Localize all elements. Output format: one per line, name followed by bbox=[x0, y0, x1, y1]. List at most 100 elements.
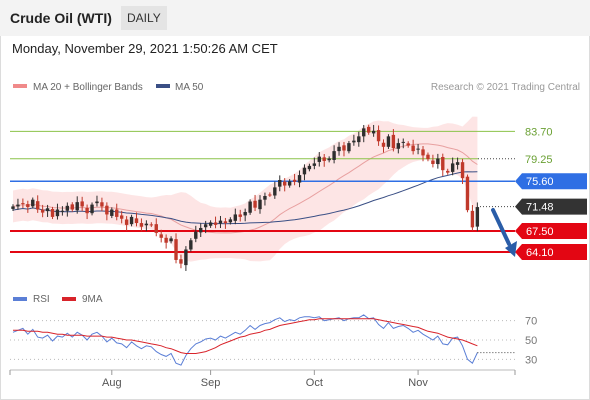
candle-body bbox=[11, 206, 15, 209]
rsi-panel: 70 50 30 bbox=[10, 314, 537, 366]
candle-body bbox=[332, 151, 336, 160]
resistance-label-83.70: 83.70 bbox=[525, 126, 553, 138]
candle-body bbox=[371, 130, 376, 134]
candle-body bbox=[450, 163, 455, 172]
candle-body bbox=[401, 141, 405, 143]
candle bbox=[144, 220, 149, 232]
candle bbox=[124, 216, 129, 231]
candle bbox=[50, 206, 55, 220]
candle-body bbox=[396, 143, 401, 149]
candle-body bbox=[376, 130, 381, 142]
candle-body bbox=[40, 209, 45, 213]
candle bbox=[450, 157, 455, 176]
candle-body bbox=[95, 201, 99, 204]
level-tags: 83.70 79.25 75.60 71.48 67.50 64.10 bbox=[515, 126, 587, 260]
candle bbox=[154, 218, 158, 237]
candle-body bbox=[65, 205, 70, 211]
candle-body bbox=[386, 136, 391, 147]
candle-body bbox=[21, 203, 25, 205]
candle bbox=[352, 134, 356, 146]
candle bbox=[376, 125, 381, 146]
candle bbox=[337, 142, 341, 156]
candlesticks bbox=[11, 124, 480, 271]
timeframe-badge[interactable]: DAILY bbox=[121, 6, 167, 30]
forecast-arrow bbox=[491, 208, 517, 257]
copyright-text: Research © 2021 Trading Central bbox=[431, 82, 580, 93]
candle bbox=[465, 174, 470, 213]
candle bbox=[292, 173, 297, 186]
candle bbox=[297, 170, 302, 188]
candle bbox=[189, 238, 193, 252]
candle-body bbox=[416, 148, 420, 150]
candle-body bbox=[100, 202, 104, 207]
candle-body bbox=[302, 167, 307, 175]
candle-body bbox=[203, 224, 208, 228]
candle bbox=[95, 195, 99, 207]
candle-body bbox=[470, 210, 475, 228]
candle-body bbox=[189, 240, 193, 250]
candle-body bbox=[218, 220, 223, 224]
rsi-tick-label-50: 50 bbox=[525, 335, 537, 347]
candle-body bbox=[357, 136, 361, 143]
candle bbox=[233, 208, 237, 225]
candle-body bbox=[199, 227, 203, 233]
candle bbox=[179, 254, 183, 269]
candle bbox=[199, 223, 203, 238]
candle bbox=[347, 140, 351, 154]
candle bbox=[218, 215, 223, 229]
candle bbox=[312, 157, 317, 170]
candle bbox=[283, 178, 287, 192]
candle bbox=[100, 197, 104, 212]
candle bbox=[441, 153, 445, 177]
candle-body bbox=[70, 204, 74, 210]
candle bbox=[371, 124, 376, 137]
candle-body bbox=[327, 158, 331, 161]
candle-body bbox=[307, 165, 312, 170]
ma20-legend-swatch bbox=[13, 84, 27, 88]
candle bbox=[213, 216, 218, 229]
candle-body bbox=[213, 222, 218, 225]
candle bbox=[446, 168, 450, 175]
bollinger-bands bbox=[12, 116, 478, 262]
price-levels bbox=[10, 130, 515, 253]
candle bbox=[470, 205, 475, 231]
ma50-legend-swatch bbox=[156, 84, 170, 88]
candle bbox=[362, 124, 366, 143]
candle bbox=[475, 202, 480, 232]
candle-body bbox=[312, 163, 317, 166]
candle bbox=[90, 202, 94, 216]
candle-body bbox=[179, 259, 183, 264]
candle-body bbox=[90, 204, 94, 214]
candle bbox=[159, 229, 163, 243]
candle bbox=[411, 139, 415, 155]
candle bbox=[263, 192, 267, 206]
candle bbox=[85, 204, 89, 220]
candle bbox=[129, 214, 134, 227]
level-tag-text-75.60: 75.60 bbox=[526, 176, 554, 188]
candle bbox=[174, 233, 178, 264]
candle bbox=[26, 200, 30, 213]
candle bbox=[268, 192, 272, 197]
candle bbox=[396, 138, 401, 154]
candle-body bbox=[317, 156, 321, 162]
candle-body bbox=[436, 158, 440, 165]
rsi-ma-legend-swatch bbox=[62, 297, 76, 301]
candle-body bbox=[208, 222, 213, 226]
candle-body bbox=[228, 219, 233, 223]
candle bbox=[455, 157, 460, 170]
candle bbox=[139, 218, 144, 232]
candle-body bbox=[238, 214, 242, 217]
candle bbox=[460, 158, 465, 185]
rsi-ma-legend-label: 9MA bbox=[82, 294, 103, 305]
candle bbox=[65, 202, 70, 217]
candle-body bbox=[253, 200, 257, 208]
level-tag-text-67.50: 67.50 bbox=[526, 226, 554, 238]
candle bbox=[105, 202, 109, 221]
candle-body bbox=[149, 224, 154, 226]
candle bbox=[381, 139, 386, 153]
candle bbox=[110, 207, 114, 219]
candle-body bbox=[85, 207, 89, 214]
x-axis-ticks: Aug Sep Oct Nov bbox=[9, 370, 516, 389]
candle-body bbox=[248, 201, 252, 213]
